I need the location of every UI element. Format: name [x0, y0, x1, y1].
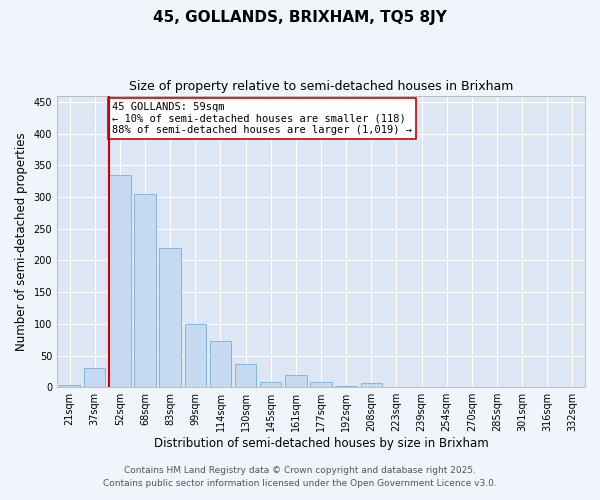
Bar: [235, 364, 256, 387]
Bar: [361, 384, 382, 387]
Bar: [386, 386, 407, 387]
Bar: [84, 368, 106, 387]
X-axis label: Distribution of semi-detached houses by size in Brixham: Distribution of semi-detached houses by …: [154, 437, 488, 450]
Text: 45 GOLLANDS: 59sqm
← 10% of semi-detached houses are smaller (118)
88% of semi-d: 45 GOLLANDS: 59sqm ← 10% of semi-detache…: [112, 102, 412, 135]
Text: Contains HM Land Registry data © Crown copyright and database right 2025.
Contai: Contains HM Land Registry data © Crown c…: [103, 466, 497, 487]
Bar: [461, 386, 482, 387]
Bar: [310, 382, 332, 387]
Bar: [210, 341, 231, 387]
Bar: [134, 194, 156, 387]
Bar: [109, 175, 131, 387]
Bar: [260, 382, 281, 387]
Bar: [285, 375, 307, 387]
Bar: [160, 248, 181, 387]
Bar: [185, 324, 206, 387]
Bar: [59, 386, 80, 387]
Bar: [335, 386, 357, 387]
Y-axis label: Number of semi-detached properties: Number of semi-detached properties: [15, 132, 28, 350]
Title: Size of property relative to semi-detached houses in Brixham: Size of property relative to semi-detach…: [129, 80, 513, 93]
Text: 45, GOLLANDS, BRIXHAM, TQ5 8JY: 45, GOLLANDS, BRIXHAM, TQ5 8JY: [153, 10, 447, 25]
